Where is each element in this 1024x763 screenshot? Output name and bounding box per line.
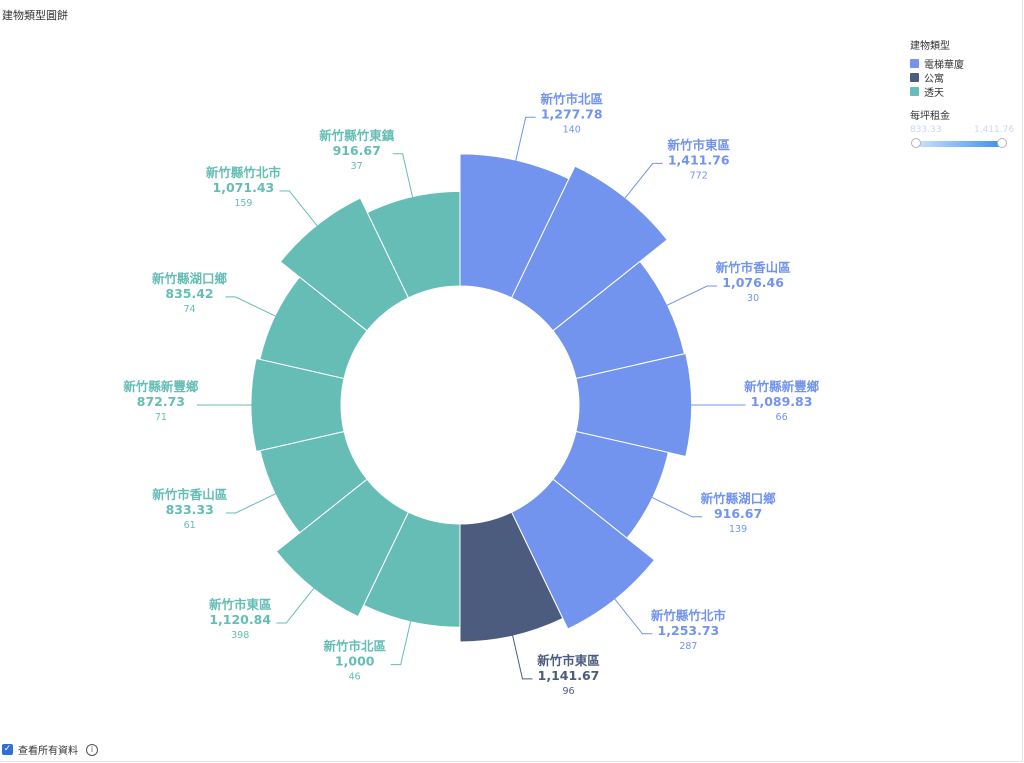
slice-value-label: 1,089.83 xyxy=(751,394,813,409)
color-scale-slider[interactable] xyxy=(915,141,1003,147)
slice-name-label: 新竹市北區 xyxy=(540,91,603,106)
rose-slice[interactable] xyxy=(459,511,564,643)
color-scale-title: 每坪租金 xyxy=(910,111,950,122)
rose-slice[interactable] xyxy=(279,197,410,332)
slice-count-label: 61 xyxy=(184,520,196,531)
slice-count-label: 772 xyxy=(690,170,708,181)
legend-swatch xyxy=(910,86,919,96)
slice-value-label: 1,000 xyxy=(335,654,375,669)
slice-value-label: 833.33 xyxy=(166,502,214,517)
slice-value-label: 1,141.67 xyxy=(538,668,600,683)
label-leader-line xyxy=(514,116,536,167)
slice-name-label: 新竹市東區 xyxy=(537,653,600,668)
slice-count-label: 46 xyxy=(349,672,361,683)
slice-name-label: 新竹縣湖口鄉 xyxy=(701,491,777,506)
rose-slice[interactable] xyxy=(250,357,345,453)
rose-slice[interactable] xyxy=(362,511,461,628)
slider-max-handle[interactable] xyxy=(997,138,1007,148)
rose-slice[interactable] xyxy=(575,352,693,458)
slice-count-label: 30 xyxy=(747,293,759,304)
slice-value-label: 835.42 xyxy=(165,286,213,301)
slice-name-label: 新竹縣竹東鎮 xyxy=(319,128,395,143)
slice-value-label: 872.73 xyxy=(137,394,185,409)
chart-title: 建物類型圓餅 xyxy=(2,9,68,22)
slice-name-label: 新竹縣湖口鄉 xyxy=(152,271,228,286)
legend-item-apartment[interactable]: 公寓 xyxy=(910,70,964,85)
slice-count-label: 139 xyxy=(729,524,747,535)
color-scale-max: 1,411.76 xyxy=(974,125,1015,135)
slice-name-label: 新竹縣竹北市 xyxy=(651,608,727,623)
rose-slice[interactable] xyxy=(275,478,410,618)
label-leader-line xyxy=(610,594,653,635)
slice-name-label: 新竹市香山區 xyxy=(152,487,228,502)
label-leader-line xyxy=(279,190,321,231)
legend-label: 電梯華廈 xyxy=(924,59,964,71)
rose-slice[interactable] xyxy=(552,260,685,380)
slider-min-handle[interactable] xyxy=(911,138,921,148)
slice-name-label: 新竹市香山區 xyxy=(716,260,792,275)
label-leader-line xyxy=(276,583,318,624)
slice-name-label: 新竹市東區 xyxy=(209,597,272,612)
slice-value-label: 1,076.46 xyxy=(722,275,784,290)
label-leader-line xyxy=(390,615,413,666)
slice-count-label: 140 xyxy=(563,124,581,135)
label-leader-line xyxy=(646,494,703,518)
legend-label: 公寓 xyxy=(924,73,944,85)
label-leader-line xyxy=(225,490,281,514)
slice-count-label: 71 xyxy=(155,412,167,423)
slice-name-label: 新竹縣竹北市 xyxy=(206,165,282,180)
color-scale-min: 833.33 xyxy=(910,125,942,135)
rose-slice[interactable] xyxy=(459,153,570,299)
rose-slice[interactable] xyxy=(510,478,656,630)
slice-name-label: 新竹市北區 xyxy=(323,639,386,654)
label-leader-line xyxy=(225,296,281,320)
label-leader-line xyxy=(661,285,718,309)
legend-title: 建物類型 xyxy=(910,41,950,52)
legend-swatch xyxy=(910,72,919,82)
info-icon[interactable]: i xyxy=(86,743,98,756)
label-leader-line xyxy=(621,162,663,203)
rose-slice[interactable] xyxy=(510,165,668,332)
legend-item-elevator[interactable]: 電梯華廈 xyxy=(910,56,964,71)
slice-name-label: 新竹縣新豐鄉 xyxy=(744,379,820,394)
label-leader-line xyxy=(510,630,533,680)
slice-name-label: 新竹縣新豐鄉 xyxy=(123,379,199,394)
legend-swatch xyxy=(910,58,919,68)
slice-value-label: 1,253.73 xyxy=(658,623,720,638)
legend: 建物類型 電梯華廈 公寓 透天 xyxy=(910,37,964,99)
legend-item-townhouse[interactable]: 透天 xyxy=(910,84,964,99)
slice-value-label: 1,411.76 xyxy=(668,152,730,167)
slice-value-label: 916.67 xyxy=(714,506,762,521)
label-leader-line xyxy=(392,153,415,203)
slice-count-label: 398 xyxy=(231,630,249,641)
slice-value-label: 1,071.43 xyxy=(213,180,275,195)
view-all-checkbox[interactable]: ✓ xyxy=(2,744,13,755)
slice-count-label: 159 xyxy=(234,198,252,209)
slice-value-label: 1,120.84 xyxy=(209,612,271,627)
slice-value-label: 916.67 xyxy=(333,143,381,158)
slice-name-label: 新竹市東區 xyxy=(667,137,730,152)
slice-count-label: 74 xyxy=(183,304,195,315)
slice-count-label: 96 xyxy=(562,686,574,697)
slice-count-label: 287 xyxy=(679,641,697,652)
slice-value-label: 1,277.78 xyxy=(541,106,603,121)
footer: ✓ 查看所有資料 i xyxy=(2,742,98,757)
legend-label: 透天 xyxy=(924,87,944,99)
slice-count-label: 37 xyxy=(351,161,363,172)
slice-count-label: 66 xyxy=(776,412,788,423)
rose-slice[interactable] xyxy=(366,190,461,299)
view-all-label: 查看所有資料 xyxy=(18,746,78,757)
